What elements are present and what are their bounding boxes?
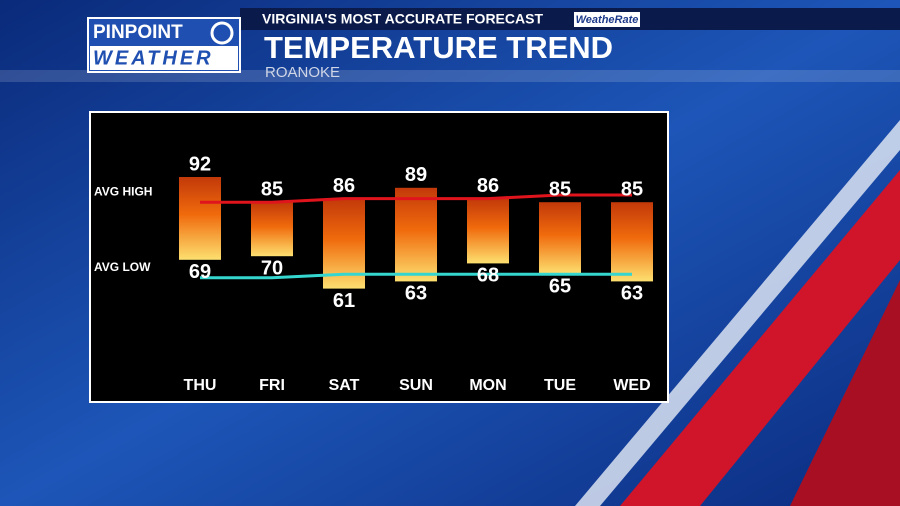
banner-bar [240, 8, 900, 30]
day-label: MON [469, 377, 506, 394]
avg-label: AVG HIGH [94, 184, 152, 198]
low-label: 69 [189, 261, 211, 283]
high-label: 86 [477, 175, 499, 197]
chart-title: TEMPERATURE TREND [264, 30, 613, 65]
avg-line [200, 193, 632, 204]
low-label: 70 [261, 257, 283, 279]
banner-text: VIRGINIA'S MOST ACCURATE FORECAST [262, 11, 543, 27]
logo-strip [90, 46, 238, 70]
low-label: 65 [549, 275, 571, 297]
high-label: 85 [549, 178, 571, 200]
stripe [575, 120, 900, 506]
stripe [620, 170, 900, 506]
day-label: THU [184, 377, 217, 394]
chart-panel [89, 111, 669, 403]
low-label: 68 [477, 265, 499, 287]
chart-subtitle: ROANOKE [265, 64, 340, 81]
temp-bar [539, 202, 581, 275]
low-label: 63 [621, 283, 643, 305]
temp-bar [395, 187, 437, 282]
logo-top: PINPOINT [93, 22, 183, 43]
high-label: 89 [405, 164, 427, 186]
stripe [790, 280, 900, 506]
badge-box [574, 12, 640, 27]
day-label: TUE [544, 377, 576, 394]
high-label: 86 [333, 175, 355, 197]
avg-line [200, 272, 632, 280]
logo-bottom: WEATHER [93, 47, 214, 69]
day-label: SAT [329, 377, 360, 394]
temp-bar [251, 202, 293, 257]
day-label: WED [613, 377, 650, 394]
low-label: 63 [405, 283, 427, 305]
high-label: 85 [261, 178, 283, 200]
badge-text: WeatheRate [576, 14, 639, 26]
day-label: FRI [259, 377, 285, 394]
low-label: 61 [333, 290, 355, 312]
high-label: 85 [621, 178, 643, 200]
temp-bar [611, 202, 653, 282]
temp-bar [179, 177, 221, 260]
logo-icon [210, 21, 234, 45]
high-label: 92 [189, 153, 211, 175]
day-label: SUN [399, 377, 433, 394]
avg-label: AVG LOW [94, 260, 151, 274]
temp-bar [467, 198, 509, 264]
